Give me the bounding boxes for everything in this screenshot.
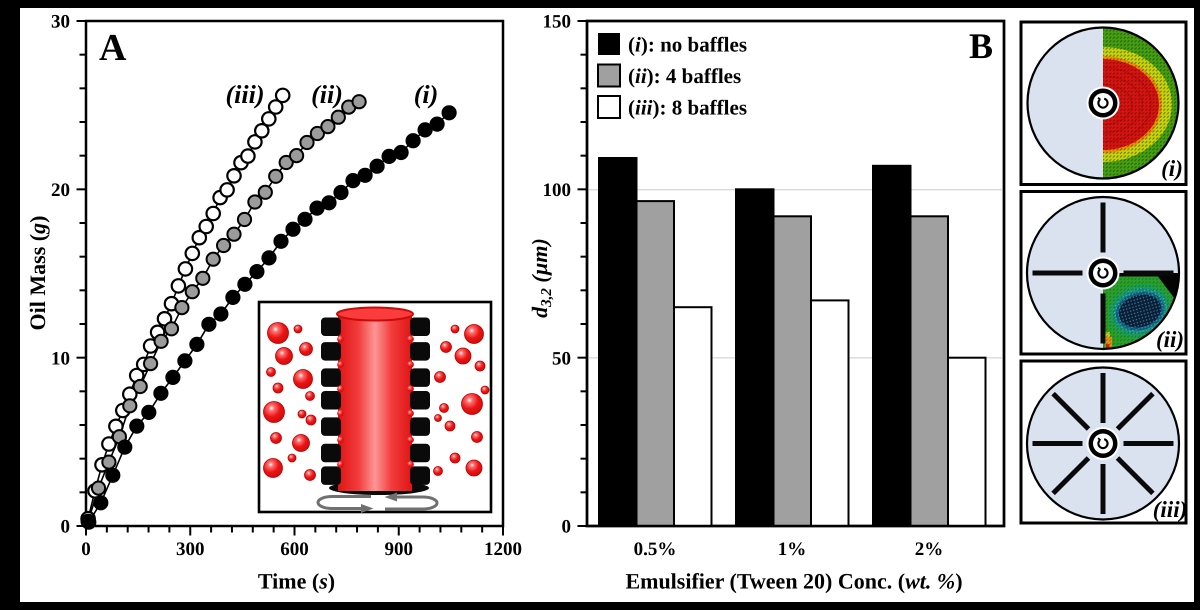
svg-text:(i): (i) bbox=[414, 80, 439, 109]
svg-text:(ii): 4 baffles: (ii): 4 baffles bbox=[628, 64, 741, 88]
svg-text:150: 150 bbox=[543, 12, 572, 33]
svg-text:50: 50 bbox=[552, 348, 571, 369]
svg-text:10: 10 bbox=[51, 348, 70, 369]
svg-text:A: A bbox=[99, 27, 127, 69]
svg-text:0.5%: 0.5% bbox=[634, 539, 677, 560]
svg-text:600: 600 bbox=[280, 539, 309, 560]
svg-text:0: 0 bbox=[81, 539, 91, 560]
svg-text:100: 100 bbox=[543, 180, 572, 201]
svg-text:0: 0 bbox=[61, 517, 71, 538]
svg-text:900: 900 bbox=[385, 539, 414, 560]
svg-text:300: 300 bbox=[176, 539, 205, 560]
svg-text:2%: 2% bbox=[915, 539, 944, 560]
svg-text:(ii): (ii) bbox=[1156, 327, 1184, 352]
svg-text:(i): (i) bbox=[1161, 156, 1183, 181]
svg-text:(iii): (iii) bbox=[1153, 497, 1188, 522]
svg-text:(i): no baffles: (i): no baffles bbox=[628, 33, 747, 57]
svg-text:30: 30 bbox=[51, 12, 70, 33]
svg-text:(iii): 8 baffles: (iii): 8 baffles bbox=[628, 96, 747, 120]
svg-text:Time (s): Time (s) bbox=[258, 569, 335, 594]
svg-text:0: 0 bbox=[562, 517, 572, 538]
svg-text:1200: 1200 bbox=[484, 539, 522, 560]
svg-text:20: 20 bbox=[51, 180, 70, 201]
svg-text:1%: 1% bbox=[778, 539, 807, 560]
svg-text:(iii): (iii) bbox=[226, 80, 265, 109]
svg-text:B: B bbox=[969, 26, 993, 66]
svg-text:(ii): (ii) bbox=[311, 80, 343, 109]
svg-text:Emulsifier (Tween 20) Conc. (w: Emulsifier (Tween 20) Conc. (wt. %) bbox=[625, 569, 962, 594]
svg-text:Oil Mass (g): Oil Mass (g) bbox=[25, 216, 50, 331]
